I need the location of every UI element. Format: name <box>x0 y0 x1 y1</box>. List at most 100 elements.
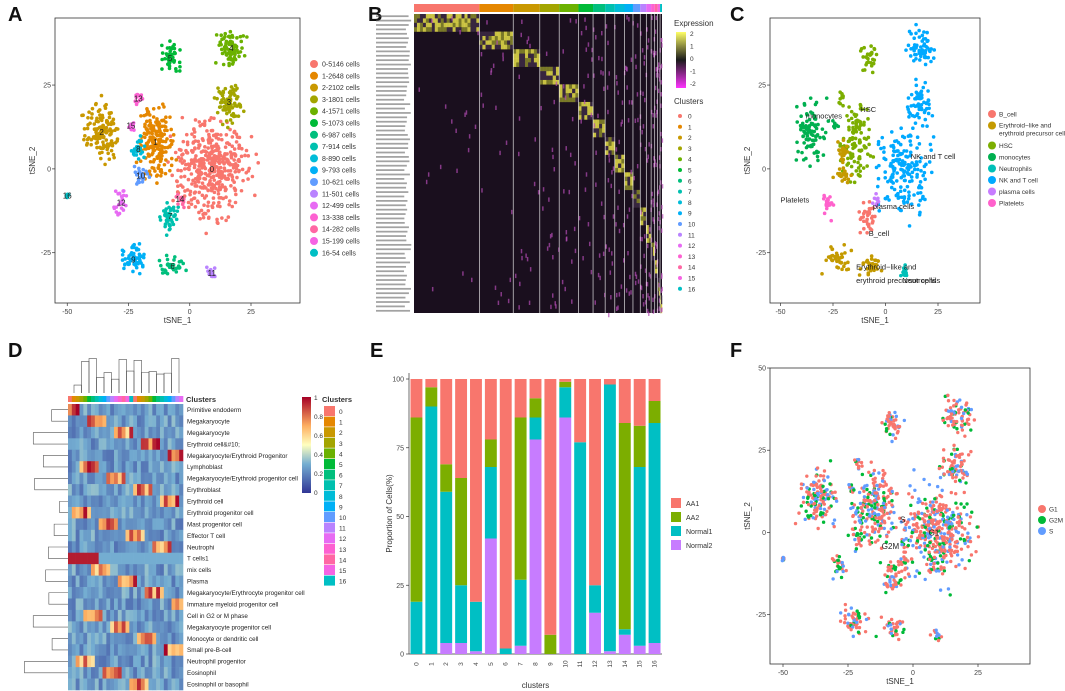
heatmap-cell <box>152 552 157 565</box>
gene-name-b <box>376 120 407 123</box>
heatmap-cell <box>467 14 471 19</box>
point-g1 <box>883 471 887 476</box>
point-b_cell <box>858 230 863 235</box>
heatmap-cell <box>68 644 73 656</box>
heatmap-cell <box>643 216 647 221</box>
cluster-strip-d <box>156 396 161 402</box>
point-g2m <box>865 487 869 492</box>
bar-segment-normal1 <box>484 467 497 539</box>
point-cluster-12 <box>124 203 128 208</box>
point-g2m <box>938 542 942 546</box>
heatmap-cell <box>654 260 657 265</box>
point-g2m <box>967 558 972 563</box>
heatmap-cell <box>106 415 111 428</box>
point-erythroid <box>872 268 876 273</box>
heatmap-cell <box>121 404 126 416</box>
heatmap-cell <box>83 575 88 588</box>
heatmap-cell <box>106 609 111 622</box>
heatmap-cell <box>519 281 521 287</box>
heatmap-cell <box>624 185 628 191</box>
heatmap-cell <box>71 518 76 531</box>
y-axis-label-c: tSNE_2 <box>743 146 752 174</box>
heatmap-cell <box>79 461 84 473</box>
heatmap-cell <box>651 247 654 252</box>
point-hsc <box>838 96 842 101</box>
point-g1 <box>815 506 819 510</box>
heatmap-cell <box>628 100 631 105</box>
heatmap-cell <box>527 57 532 63</box>
legend-label-e: AA2 <box>686 515 699 522</box>
heatmap-cell <box>163 575 168 588</box>
point-g2m <box>888 432 892 437</box>
point-cluster-1 <box>145 107 149 111</box>
heatmap-cell <box>160 644 165 656</box>
gene-name-b <box>376 296 406 299</box>
dendrogram-branch <box>73 384 82 393</box>
heatmap-cell <box>488 44 492 50</box>
point-cluster-2 <box>101 146 105 151</box>
heatmap-cell <box>102 438 107 451</box>
point-cluster-7 <box>163 211 168 216</box>
heatmap-cell <box>152 655 157 668</box>
heatmap-cell <box>110 598 115 611</box>
heatmap-cell <box>559 84 563 89</box>
point-g1 <box>833 490 837 494</box>
heatmap-cell <box>152 667 157 679</box>
heatmap-cell <box>148 609 153 622</box>
heatmap-cell <box>597 272 600 278</box>
point-cluster-4 <box>230 62 235 66</box>
point-cluster-14 <box>182 205 186 210</box>
point-cluster-1 <box>169 142 174 147</box>
point-nk <box>885 195 890 199</box>
heatmap-cell <box>160 598 165 611</box>
point-s <box>961 411 966 416</box>
heatmap-cell <box>102 632 107 645</box>
heatmap-cell <box>114 655 119 668</box>
heatmap-cell <box>125 495 130 508</box>
heatmap-cell <box>179 472 184 485</box>
point-s <box>919 550 923 554</box>
cluster-legend-swatch-b <box>678 114 682 118</box>
heatmap-cell <box>520 32 522 38</box>
point-g1 <box>961 476 965 480</box>
heatmap-cell <box>661 295 663 301</box>
bar-segment-aa2 <box>633 425 646 467</box>
point-cluster-1 <box>151 124 156 128</box>
heatmap-cell <box>461 22 465 28</box>
heatmap-cell <box>98 449 103 462</box>
point-hsc <box>859 131 863 135</box>
bar-segment-aa1 <box>633 379 646 426</box>
point-cluster-0 <box>192 163 197 167</box>
point-cluster-0 <box>220 159 225 164</box>
point-nk <box>899 185 903 189</box>
gene-name-b <box>376 59 409 62</box>
heatmap-cell <box>658 185 661 190</box>
point-erythroid <box>828 256 833 260</box>
point-g2m <box>856 506 860 510</box>
cluster-legend-label-b: 0 <box>688 114 692 121</box>
bar-segment-aa2 <box>410 417 423 602</box>
point-nk <box>896 196 901 200</box>
point-erythroid <box>844 172 849 176</box>
heatmap-cell <box>114 484 119 496</box>
heatmap-cell <box>144 461 149 473</box>
x-tick-label-e: 10 <box>562 660 569 668</box>
point-g1 <box>948 406 953 410</box>
point-cluster-2 <box>111 152 116 157</box>
point-g1 <box>951 476 955 480</box>
point-nk <box>920 33 925 38</box>
heatmap-cell <box>102 518 107 531</box>
point-cluster-10 <box>141 167 145 172</box>
heatmap-cell <box>140 609 145 622</box>
point-g1 <box>873 476 877 480</box>
cluster-bar-b <box>414 4 480 12</box>
point-cluster-11 <box>208 267 213 272</box>
bar-segment-aa2 <box>514 417 527 580</box>
point-erythroid <box>869 254 874 258</box>
heatmap-cell <box>179 449 184 462</box>
point-nk <box>923 80 928 85</box>
point-cluster-4 <box>226 47 231 52</box>
heatmap-cell <box>175 495 180 508</box>
heatmap-cell <box>171 415 176 428</box>
point-hsc <box>849 164 854 169</box>
